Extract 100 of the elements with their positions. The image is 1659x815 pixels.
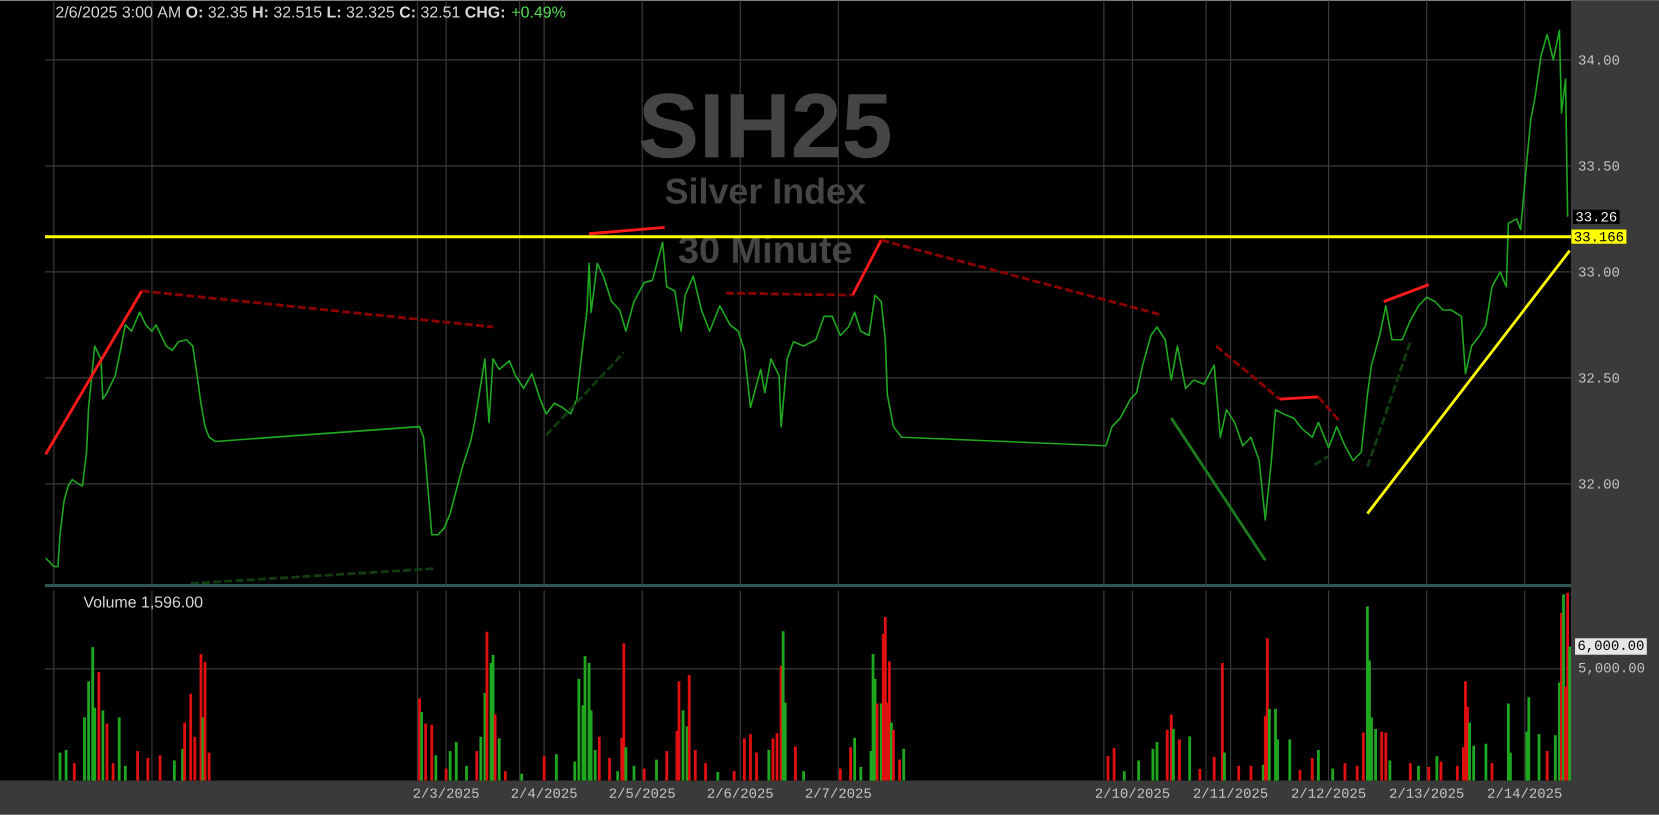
x-tick-label: 2/10/2025 [1095,787,1170,799]
annotation: 33.26 [1576,212,1617,222]
x-tick-label: 2/6/2025 [707,787,773,799]
x-tick-label: 2/12/2025 [1291,787,1366,799]
bar [497,738,501,781]
bar [117,717,121,781]
y-tick-label: 5,000.00 [1578,663,1645,675]
x-tick-label: 2/14/2025 [1488,787,1562,799]
bar [704,763,707,781]
bar [479,736,483,781]
bar [859,767,863,781]
bar [597,736,601,781]
bar [1435,756,1439,781]
bar [493,714,497,781]
x-tick-label: 2/7/2025 [805,787,871,799]
bar [1468,722,1471,781]
bar [716,772,720,781]
bar [430,724,434,781]
bar [1545,751,1549,781]
bar [1417,766,1420,781]
bar [902,749,906,781]
annotation: Silver Index [665,177,866,205]
bar [542,756,546,781]
bar [1188,736,1192,781]
bar [608,758,611,781]
bar [1178,739,1181,781]
bar [1562,594,1565,781]
bar [1220,663,1224,781]
bar [687,675,691,781]
ref-line-label: 33.166 [1574,232,1624,242]
bar [520,773,524,781]
bar [577,679,581,781]
bar [1237,766,1241,781]
bar [875,703,879,781]
chart-subtitle: +0.49% [512,6,566,18]
bar [794,746,797,781]
bar [189,693,193,781]
bar [624,747,628,781]
bar [1223,752,1226,781]
bar [1288,739,1292,781]
y-tick-label: 33.00 [1578,267,1620,277]
bar [838,768,842,781]
bar [1380,731,1384,781]
bar [616,771,620,781]
bar [465,766,468,781]
bar [555,754,558,781]
bar [1316,750,1320,781]
bar [172,760,176,781]
bar [622,643,626,781]
bar [898,759,901,781]
bar [1198,769,1202,781]
bar [1361,732,1365,781]
y-tick-label: 33.50 [1578,161,1620,171]
chart-title: 2/6/2025 3:00 AM O: 32.35 H: 32.515 L: 32.325 C: 32.51 CHG: [56,6,504,18]
bar [853,738,857,781]
bar [1355,766,1359,781]
bar [136,751,140,781]
bar [97,672,101,781]
bar [749,734,752,781]
bar [1484,743,1488,781]
bar [1408,763,1412,781]
bar [1455,766,1459,781]
bar [183,722,186,781]
y-tick-label: 34.00 [1578,55,1620,65]
bar [1137,760,1141,781]
bar [655,759,658,781]
line-series [44,29,1569,568]
bar [101,710,105,781]
bar [503,771,507,781]
bar [665,751,669,781]
x-tick-label: 2/3/2025 [413,787,479,799]
bar [1388,760,1392,781]
bar [883,617,887,781]
x-tick-label: 2/11/2025 [1193,787,1268,799]
bar [1331,768,1335,781]
bar [1384,732,1388,781]
bar [1527,697,1531,781]
bar [1506,703,1510,781]
bar [1212,757,1216,781]
bar [693,750,697,781]
bar [454,742,458,781]
bar [642,768,646,781]
bar [1310,758,1314,781]
y-tick-label: 32.00 [1578,479,1620,489]
annotation: 6,000.00 [1578,640,1644,653]
annotation: SIH25 [640,93,891,159]
x-tick-label: 2/4/2025 [511,787,577,799]
bar [1122,771,1126,781]
bar [424,723,428,781]
bar [802,771,805,781]
chart-title: Volume 1,596.00 [83,596,203,610]
bar [1171,729,1175,781]
bar [420,712,423,781]
bar [755,752,758,781]
bar [742,738,746,781]
bar [434,755,438,781]
bar [1568,646,1572,781]
bar [1427,767,1431,781]
bar [475,751,479,781]
x-tick-label: 2/13/2025 [1389,787,1464,799]
